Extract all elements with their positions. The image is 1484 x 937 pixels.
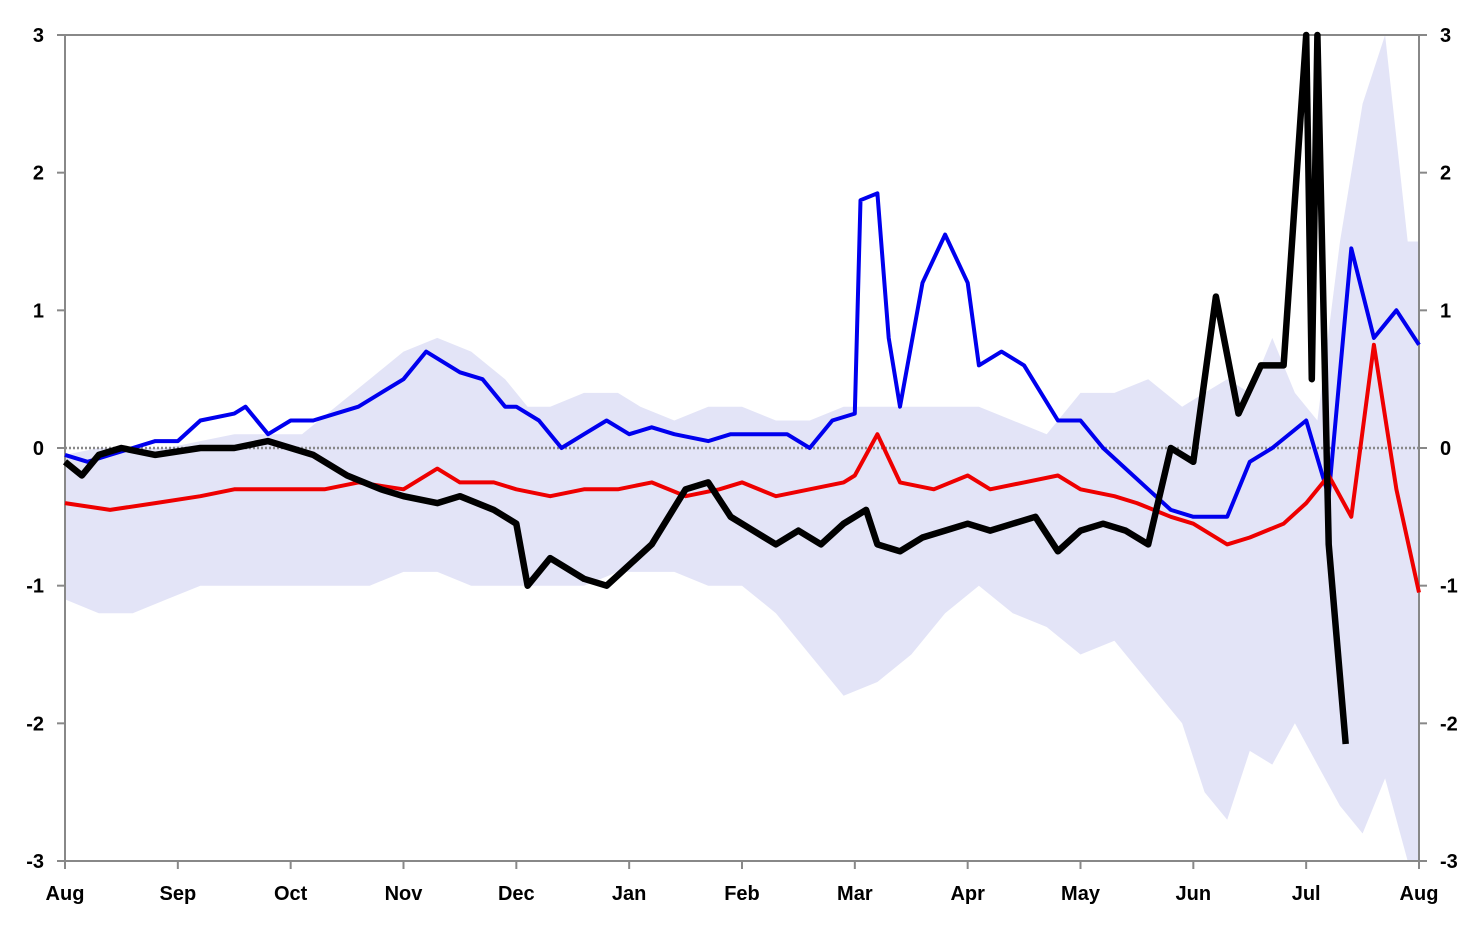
y-tick-label-right: 1 <box>1440 300 1451 322</box>
x-tick-label: Dec <box>498 883 535 905</box>
x-tick-label: Jul <box>1292 883 1321 905</box>
x-tick-label: Jun <box>1176 883 1212 905</box>
series-lines <box>62 31 1421 745</box>
series-line-1 <box>64 191 1421 519</box>
y-tick-label-right: -3 <box>1440 851 1458 873</box>
series-line-2 <box>64 342 1421 593</box>
y-tick-label-left: -3 <box>26 851 44 873</box>
y-tick-label-left: 1 <box>33 300 44 322</box>
y-tick-label-right: 3 <box>1440 25 1451 47</box>
y-tick-label-left: 3 <box>33 25 44 47</box>
y-tick-label-right: -1 <box>1440 576 1458 598</box>
y-tick-label-left: 0 <box>33 438 44 460</box>
x-tick-label: Apr <box>950 883 985 905</box>
series-line-3 <box>62 31 1349 745</box>
y-tick-label-right: 2 <box>1440 163 1451 185</box>
x-tick-label: Aug <box>46 883 85 905</box>
y-tick-label-right: 0 <box>1440 438 1451 460</box>
y-tick-label-right: -2 <box>1440 713 1458 735</box>
y-tick-label-left: 2 <box>33 163 44 185</box>
x-tick-label: Aug <box>1400 883 1439 905</box>
y-tick-label-left: -2 <box>26 713 44 735</box>
x-tick-label: Nov <box>385 883 424 905</box>
x-tick-label: May <box>1061 883 1101 905</box>
x-tick-label: Feb <box>724 883 760 905</box>
x-tick-label: Mar <box>837 883 873 905</box>
x-tick-label: Oct <box>274 883 308 905</box>
x-tick-label: Sep <box>159 883 196 905</box>
x-tick-label: Jan <box>612 883 646 905</box>
y-tick-label-left: -1 <box>26 576 44 598</box>
